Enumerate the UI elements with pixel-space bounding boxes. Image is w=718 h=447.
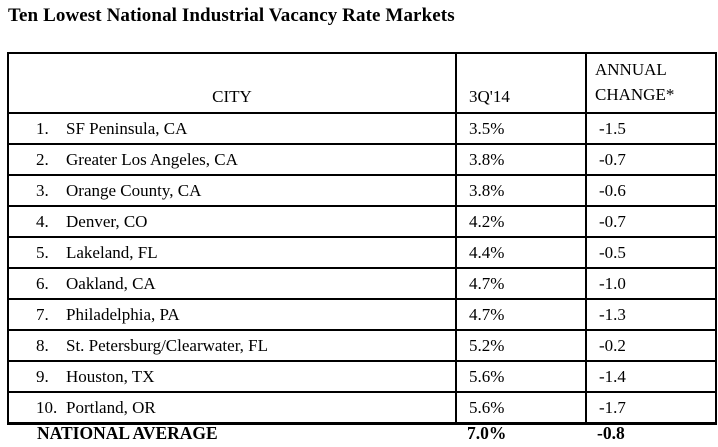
vacancy-cell: 3.5% <box>455 112 587 146</box>
city-cell: 3. Orange County, CA <box>7 174 457 208</box>
rank-label: 9. <box>36 366 49 386</box>
page-title: Ten Lowest National Industrial Vacancy R… <box>8 5 455 26</box>
vacancy-cell: 5.6% <box>455 360 587 394</box>
rank-label: 4. <box>36 211 49 231</box>
table-row: 1. SF Peninsula, CA 3.5% -1.5 <box>7 112 717 146</box>
vacancy-rate-table: CITY 3Q'14 ANNUAL CHANGE* 1. SF Peninsula… <box>7 51 717 425</box>
city-name: Lakeland, FL <box>66 242 158 262</box>
rank-label: 8. <box>36 335 49 355</box>
column-header-quarter: 3Q'14 <box>455 51 587 115</box>
table-row: 5. Lakeland, FL 4.4% -0.5 <box>7 236 717 270</box>
table-body: 1. SF Peninsula, CA 3.5% -1.5 2. Greater L… <box>7 112 717 425</box>
table-row: 2. Greater Los Angeles, CA 3.8% -0.7 <box>7 143 717 177</box>
column-header-annual-change: ANNUAL CHANGE* <box>585 51 717 115</box>
city-name: Oakland, CA <box>66 273 156 293</box>
table-row: 3. Orange County, CA 3.8% -0.6 <box>7 174 717 208</box>
table-header: CITY 3Q'14 ANNUAL CHANGE* <box>7 51 717 115</box>
header-row: CITY 3Q'14 ANNUAL CHANGE* <box>7 51 717 115</box>
change-cell: -0.5 <box>585 236 717 270</box>
rank-label: 1. <box>36 118 49 138</box>
change-cell: -0.7 <box>585 143 717 177</box>
change-cell: -1.0 <box>585 267 717 301</box>
vacancy-cell: 4.2% <box>455 205 587 239</box>
vacancy-cell: 4.7% <box>455 267 587 301</box>
city-name: SF Peninsula, CA <box>66 118 188 138</box>
change-cell: -1.4 <box>585 360 717 394</box>
national-average-change: -0.8 <box>597 423 625 443</box>
city-name: Houston, TX <box>66 366 155 386</box>
city-cell: 7. Philadelphia, PA <box>7 298 457 332</box>
city-cell: 9. Houston, TX <box>7 360 457 394</box>
city-cell: 4. Denver, CO <box>7 205 457 239</box>
rank-label: 10. <box>36 397 58 417</box>
vacancy-cell: 3.8% <box>455 174 587 208</box>
change-cell: -1.5 <box>585 112 717 146</box>
change-cell: -0.2 <box>585 329 717 363</box>
rank-label: 2. <box>36 149 49 169</box>
rank-label: 7. <box>36 304 49 324</box>
table-row: 6. Oakland, CA 4.7% -1.0 <box>7 267 717 301</box>
vacancy-cell: 3.8% <box>455 143 587 177</box>
table-row: 4. Denver, CO 4.2% -0.7 <box>7 205 717 239</box>
national-average-row: NATIONAL AVERAGE 7.0% -0.8 <box>7 420 715 447</box>
city-name: Portland, OR <box>66 397 156 417</box>
rank-label: 5. <box>36 242 49 262</box>
city-cell: 10. Portland, OR <box>7 391 457 425</box>
city-name: Greater Los Angeles, CA <box>66 149 238 169</box>
change-cell: -0.6 <box>585 174 717 208</box>
national-average-label: NATIONAL AVERAGE <box>37 423 218 443</box>
table-row: 10. Portland, OR 5.6% -1.7 <box>7 391 717 425</box>
city-name: St. Petersburg/Clearwater, FL <box>66 335 269 355</box>
rank-label: 6. <box>36 273 49 293</box>
city-cell: 8. St. Petersburg/Clearwater, FL <box>7 329 457 363</box>
column-header-city: CITY <box>7 51 457 115</box>
change-cell: -0.7 <box>585 205 717 239</box>
change-cell: -1.7 <box>585 391 717 425</box>
city-name: Philadelphia, PA <box>66 304 180 324</box>
city-cell: 6. Oakland, CA <box>7 267 457 301</box>
city-name: Denver, CO <box>66 211 148 231</box>
vacancy-cell: 5.6% <box>455 391 587 425</box>
city-cell: 1. SF Peninsula, CA <box>7 112 457 146</box>
table-row: 7. Philadelphia, PA 4.7% -1.3 <box>7 298 717 332</box>
city-name: Orange County, CA <box>66 180 202 200</box>
vacancy-cell: 4.7% <box>455 298 587 332</box>
national-average-vacancy: 7.0% <box>467 423 507 443</box>
table-row: 8. St. Petersburg/Clearwater, FL 5.2% -0.… <box>7 329 717 363</box>
table-row: 9. Houston, TX 5.6% -1.4 <box>7 360 717 394</box>
city-cell: 5. Lakeland, FL <box>7 236 457 270</box>
rank-label: 3. <box>36 180 49 200</box>
change-cell: -1.3 <box>585 298 717 332</box>
city-cell: 2. Greater Los Angeles, CA <box>7 143 457 177</box>
vacancy-cell: 5.2% <box>455 329 587 363</box>
vacancy-cell: 4.4% <box>455 236 587 270</box>
